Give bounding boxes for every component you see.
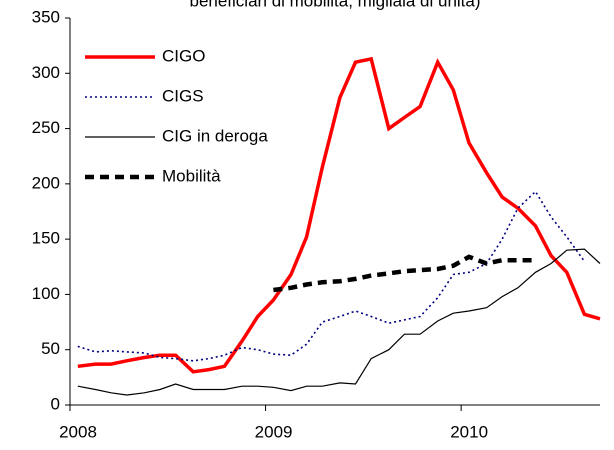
series-line <box>77 56 601 374</box>
y-tick-label: 250 <box>32 118 60 137</box>
y-tick-label: 50 <box>41 339 60 358</box>
y-tick-label: 300 <box>32 63 60 82</box>
x-tick-label: 2008 <box>59 422 97 441</box>
y-tick-label: 350 <box>32 7 60 26</box>
chart-title: beneficiari di mobilità, migliaia di uni… <box>189 0 480 10</box>
series-line <box>77 248 601 396</box>
y-tick-label: 150 <box>32 229 60 248</box>
y-tick-label: 0 <box>51 394 60 413</box>
series-line <box>273 254 536 293</box>
y-tick-label: 200 <box>32 173 60 192</box>
legend-label: CIGS <box>162 86 204 105</box>
legend-label: CIGO <box>162 46 205 65</box>
legend-label: Mobilità <box>162 166 221 185</box>
legend-label: CIG in deroga <box>162 126 268 145</box>
series-line <box>77 190 586 362</box>
x-tick-label: 2010 <box>450 422 488 441</box>
y-tick-label: 100 <box>32 284 60 303</box>
x-tick-label: 2009 <box>255 422 293 441</box>
